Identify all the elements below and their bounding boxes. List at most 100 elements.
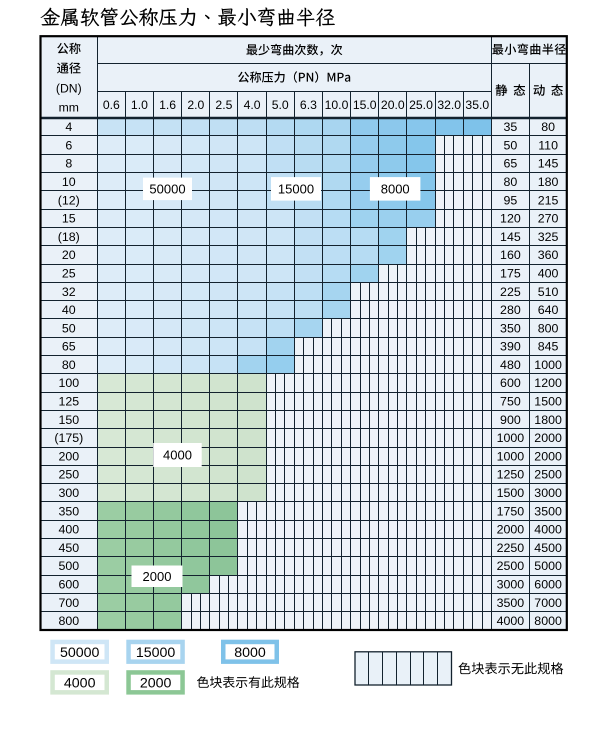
svg-text:175: 175	[500, 266, 521, 280]
svg-text:6: 6	[65, 138, 72, 152]
svg-text:25: 25	[62, 266, 76, 280]
svg-text:300: 300	[58, 486, 79, 500]
svg-text:15000: 15000	[136, 645, 176, 661]
svg-text:(18): (18)	[58, 230, 80, 244]
svg-text:20.0: 20.0	[381, 98, 405, 112]
svg-text:145: 145	[500, 230, 521, 244]
svg-text:15: 15	[62, 212, 76, 226]
svg-text:8000: 8000	[534, 614, 562, 628]
svg-text:350: 350	[58, 504, 79, 518]
svg-text:2000: 2000	[534, 431, 562, 445]
svg-text:35: 35	[504, 120, 518, 134]
svg-text:125: 125	[58, 395, 79, 409]
svg-text:50000: 50000	[149, 181, 185, 196]
svg-text:1750: 1750	[497, 504, 525, 518]
svg-text:4.0: 4.0	[244, 98, 261, 112]
svg-text:845: 845	[538, 340, 559, 354]
svg-text:32.0: 32.0	[437, 98, 461, 112]
svg-text:8: 8	[65, 157, 72, 171]
svg-text:215: 215	[538, 193, 559, 207]
svg-text:(175): (175)	[54, 431, 83, 445]
svg-text:250: 250	[58, 468, 79, 482]
svg-text:20: 20	[62, 248, 76, 262]
svg-text:750: 750	[500, 395, 521, 409]
svg-text:25.0: 25.0	[409, 98, 433, 112]
svg-text:(DN): (DN)	[56, 82, 82, 96]
svg-text:0.6: 0.6	[103, 98, 120, 112]
svg-text:180: 180	[538, 175, 559, 189]
svg-text:225: 225	[500, 285, 521, 299]
svg-text:270: 270	[538, 212, 559, 226]
svg-text:1000: 1000	[534, 358, 562, 372]
svg-text:10.0: 10.0	[325, 98, 349, 112]
svg-text:40: 40	[62, 303, 76, 317]
svg-text:500: 500	[58, 559, 79, 573]
svg-text:400: 400	[538, 266, 559, 280]
svg-text:4000: 4000	[64, 675, 96, 691]
svg-text:2000: 2000	[497, 523, 525, 537]
svg-text:95: 95	[504, 193, 518, 207]
svg-text:200: 200	[58, 449, 79, 463]
svg-text:4000: 4000	[163, 448, 192, 463]
svg-text:145: 145	[538, 157, 559, 171]
svg-text:8000: 8000	[381, 181, 410, 196]
svg-text:1.0: 1.0	[131, 98, 148, 112]
svg-text:80: 80	[504, 175, 518, 189]
svg-text:5000: 5000	[534, 559, 562, 573]
svg-text:100: 100	[58, 376, 79, 390]
svg-text:640: 640	[538, 303, 559, 317]
svg-text:50: 50	[504, 138, 518, 152]
svg-text:120: 120	[500, 212, 521, 226]
svg-text:400: 400	[58, 523, 79, 537]
svg-text:360: 360	[538, 248, 559, 262]
svg-text:2000: 2000	[143, 569, 172, 584]
svg-text:1000: 1000	[497, 449, 525, 463]
svg-text:900: 900	[500, 413, 521, 427]
svg-text:8000: 8000	[234, 645, 266, 661]
svg-text:4500: 4500	[534, 541, 562, 555]
svg-text:15000: 15000	[278, 181, 314, 196]
svg-text:1200: 1200	[534, 376, 562, 390]
svg-text:10: 10	[62, 175, 76, 189]
svg-text:3500: 3500	[497, 596, 525, 610]
svg-text:1500: 1500	[534, 395, 562, 409]
svg-text:50000: 50000	[60, 645, 100, 661]
svg-text:6000: 6000	[534, 578, 562, 592]
svg-text:390: 390	[500, 340, 521, 354]
svg-text:3000: 3000	[534, 486, 562, 500]
svg-text:280: 280	[500, 303, 521, 317]
svg-text:7000: 7000	[534, 596, 562, 610]
svg-text:1000: 1000	[497, 431, 525, 445]
svg-text:4: 4	[65, 120, 72, 134]
svg-text:80: 80	[541, 120, 555, 134]
svg-text:65: 65	[62, 340, 76, 354]
svg-text:80: 80	[62, 358, 76, 372]
svg-text:2000: 2000	[534, 449, 562, 463]
svg-text:35.0: 35.0	[465, 98, 489, 112]
svg-text:4000: 4000	[497, 614, 525, 628]
svg-text:(12): (12)	[58, 193, 80, 207]
svg-text:50: 50	[62, 321, 76, 335]
svg-text:480: 480	[500, 358, 521, 372]
svg-text:110: 110	[538, 138, 558, 152]
svg-text:3000: 3000	[497, 578, 525, 592]
svg-text:160: 160	[500, 248, 521, 262]
svg-text:800: 800	[538, 321, 559, 335]
svg-text:2.5: 2.5	[215, 98, 232, 112]
svg-text:2000: 2000	[140, 675, 172, 691]
svg-text:2.0: 2.0	[187, 98, 204, 112]
svg-text:510: 510	[538, 285, 559, 299]
svg-text:6.3: 6.3	[300, 98, 317, 112]
svg-text:1.6: 1.6	[159, 98, 176, 112]
svg-text:2250: 2250	[497, 541, 525, 555]
svg-text:450: 450	[58, 541, 79, 555]
svg-text:mm: mm	[59, 101, 79, 115]
svg-text:600: 600	[500, 376, 521, 390]
svg-text:2500: 2500	[534, 468, 562, 482]
svg-text:800: 800	[58, 614, 79, 628]
svg-text:4000: 4000	[534, 523, 562, 537]
svg-text:3500: 3500	[534, 504, 562, 518]
svg-text:65: 65	[504, 157, 518, 171]
svg-text:1800: 1800	[534, 413, 562, 427]
svg-text:350: 350	[500, 321, 521, 335]
